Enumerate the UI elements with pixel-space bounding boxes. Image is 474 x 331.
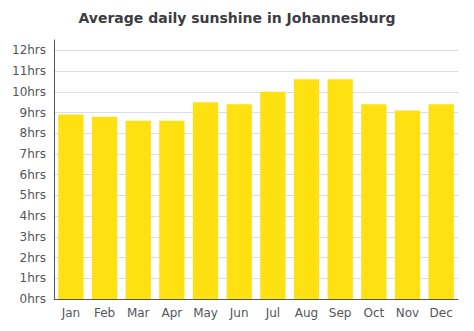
svg-text:Jun: Jun [229, 306, 249, 320]
svg-text:7hrs: 7hrs [20, 147, 46, 161]
svg-text:Apr: Apr [161, 306, 182, 320]
svg-text:12hrs: 12hrs [12, 43, 46, 57]
svg-text:May: May [193, 306, 218, 320]
svg-text:Jul: Jul [265, 306, 280, 320]
svg-text:8hrs: 8hrs [20, 126, 46, 140]
svg-text:5hrs: 5hrs [20, 188, 46, 202]
svg-text:1hrs: 1hrs [20, 271, 46, 285]
svg-text:9hrs: 9hrs [20, 106, 46, 120]
svg-text:4hrs: 4hrs [20, 209, 46, 223]
svg-text:Dec: Dec [430, 306, 453, 320]
svg-text:Nov: Nov [396, 306, 419, 320]
svg-text:Oct: Oct [363, 306, 384, 320]
svg-text:2hrs: 2hrs [20, 251, 46, 265]
svg-text:Mar: Mar [127, 306, 150, 320]
svg-text:6hrs: 6hrs [20, 168, 46, 182]
svg-text:Jan: Jan [61, 306, 81, 320]
svg-text:Average daily sunshine in Joha: Average daily sunshine in Johannesburg [78, 10, 395, 26]
svg-text:10hrs: 10hrs [12, 85, 46, 99]
svg-text:Aug: Aug [295, 306, 318, 320]
svg-text:Sep: Sep [329, 306, 352, 320]
svg-text:3hrs: 3hrs [20, 230, 46, 244]
svg-text:0hrs: 0hrs [20, 292, 46, 306]
svg-text:11hrs: 11hrs [12, 64, 46, 78]
svg-text:Feb: Feb [94, 306, 115, 320]
